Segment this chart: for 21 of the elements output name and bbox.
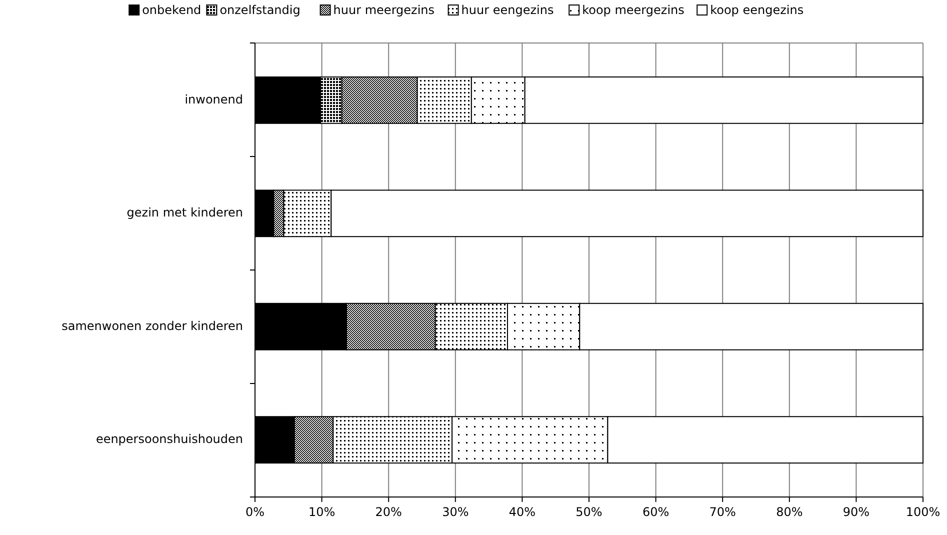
x-tick-label: 40% (508, 505, 536, 519)
x-tick-label: 0% (245, 505, 265, 519)
legend-label: onzelfstandig (220, 3, 300, 17)
x-tick-label: 30% (442, 505, 469, 519)
x-tick-label: 80% (776, 505, 803, 519)
legend-label: onbekend (142, 3, 202, 17)
x-tick-label: 20% (375, 505, 402, 519)
legend-label: koop eengezins (710, 3, 804, 17)
y-tick-label: gezin met kinderen (126, 206, 243, 220)
y-tick-label: eenpersoonshuishouden (96, 432, 243, 446)
x-tick-label: 10% (308, 505, 336, 519)
x-tick-label: 50% (576, 505, 602, 519)
y-tick-label: inwonend (184, 92, 243, 106)
x-tick-label: 90% (842, 505, 870, 519)
y-tick-label: samenwonen zonder kinderen (62, 318, 243, 333)
legend-label: huur meergezins (333, 3, 435, 17)
x-tick-label: 60% (642, 505, 670, 519)
legend-label: koop meergezins (582, 3, 684, 17)
legend-label: huur eengezins (461, 3, 554, 17)
x-tick-label: 70% (709, 505, 736, 519)
x-tick-label: 100% (906, 505, 940, 519)
